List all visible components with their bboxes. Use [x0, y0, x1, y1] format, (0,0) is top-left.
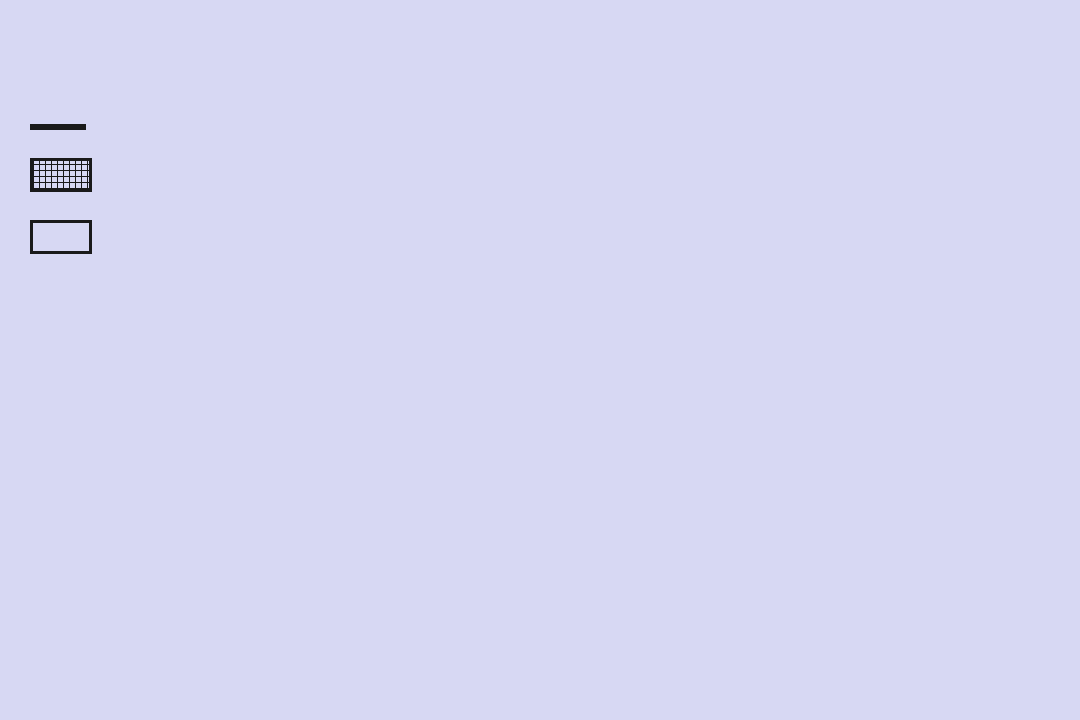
chart-area: [320, 115, 1050, 685]
legend-item-total: [30, 115, 300, 130]
root: [0, 0, 1080, 720]
chart-svg: [320, 115, 1050, 685]
legend-swatch-line: [30, 124, 86, 130]
legend-swatch-hatched: [30, 158, 92, 192]
legend: [30, 115, 300, 282]
legend-item-territorial: [30, 220, 300, 254]
legend-swatch-outline: [30, 220, 92, 254]
legend-item-army: [30, 158, 300, 192]
